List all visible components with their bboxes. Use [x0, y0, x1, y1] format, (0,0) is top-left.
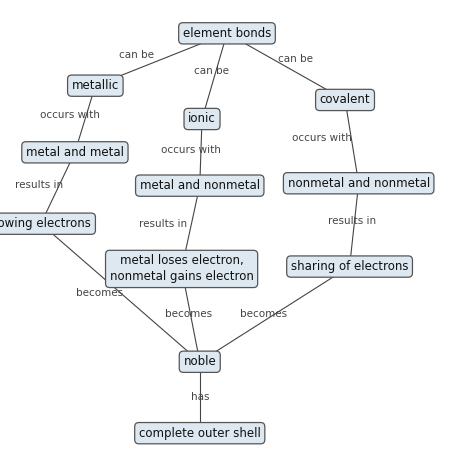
Text: results in: results in	[15, 179, 63, 190]
Text: becomes: becomes	[165, 309, 212, 319]
Text: has: has	[191, 392, 209, 403]
Text: becomes: becomes	[240, 309, 287, 319]
Text: nonmetal and nonmetal: nonmetal and nonmetal	[287, 177, 430, 190]
Text: metal loses electron,
nonmetal gains electron: metal loses electron, nonmetal gains ele…	[110, 255, 253, 283]
Text: covalent: covalent	[320, 93, 370, 107]
Text: complete outer shell: complete outer shell	[139, 426, 261, 440]
Text: can be: can be	[193, 66, 229, 77]
Text: element bonds: element bonds	[183, 27, 271, 40]
Text: results in: results in	[139, 218, 188, 229]
Text: can be: can be	[118, 50, 154, 60]
Text: noble: noble	[183, 355, 216, 368]
Text: can be: can be	[277, 54, 313, 65]
Text: occurs with: occurs with	[292, 133, 352, 143]
Text: ionic: ionic	[188, 112, 216, 126]
Text: occurs with: occurs with	[161, 145, 221, 155]
Text: becomes: becomes	[76, 288, 123, 298]
Text: flowing electrons: flowing electrons	[0, 217, 91, 230]
Text: results in: results in	[328, 216, 376, 227]
Text: occurs with: occurs with	[40, 110, 100, 120]
Text: sharing of electrons: sharing of electrons	[291, 260, 408, 273]
Text: metal and nonmetal: metal and nonmetal	[140, 179, 260, 192]
Text: metal and metal: metal and metal	[26, 146, 124, 159]
Text: metallic: metallic	[72, 79, 119, 92]
